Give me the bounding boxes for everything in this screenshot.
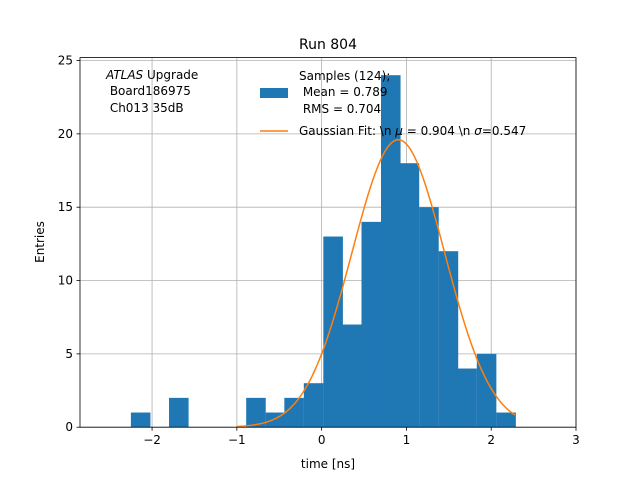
histogram-bar-7 <box>341 324 362 428</box>
histogram-bar-5 <box>303 383 324 428</box>
legend-samples-mean: Mean = 0.789 <box>299 85 388 99</box>
histogram-bar-1 <box>169 397 189 428</box>
y-tick-label-3: 15 <box>58 200 73 214</box>
y-axis-ticks: 0 5 10 15 20 25 <box>58 54 80 434</box>
histogram-bar-15 <box>496 412 516 428</box>
legend-samples-swatch <box>260 88 288 98</box>
y-tick-label-1: 5 <box>65 347 73 361</box>
x-tick-label-0: −2 <box>143 433 161 447</box>
x-tick-label-5: 3 <box>572 433 580 447</box>
histogram-bar-8 <box>361 221 382 428</box>
annotation-upgrade: Upgrade <box>143 68 198 82</box>
chart-title: Run 804 <box>299 37 357 53</box>
legend-fit-prefix: Gaussian Fit: \n <box>299 124 395 138</box>
legend-fit-mu: μ <box>394 124 403 138</box>
annotation-channel: Ch013 35dB <box>106 101 184 115</box>
legend-fit-suffix: =0.547 <box>482 124 526 138</box>
x-tick-label-4: 2 <box>487 433 495 447</box>
gaussian-fit-curve <box>236 138 516 428</box>
histogram-bar-4 <box>284 397 304 428</box>
y-tick-label-0: 0 <box>65 420 73 434</box>
annotation-atlas: ATLAS <box>105 68 144 82</box>
y-tick-label-5: 25 <box>58 54 73 68</box>
grid-lines <box>80 57 577 428</box>
legend-fit-middle: = 0.904 \n <box>403 124 474 138</box>
legend-samples-rms: RMS = 0.704 <box>299 102 381 116</box>
histogram-bar-11 <box>419 207 439 428</box>
x-tick-label-2: 0 <box>318 433 326 447</box>
x-axis-label: time [ns] <box>301 457 355 471</box>
annotation-line-1: ATLAS Upgrade <box>105 68 198 82</box>
x-tick-label-3: 1 <box>403 433 411 447</box>
legend-samples-label: Samples (124); <box>299 69 390 83</box>
histogram-bar-9 <box>380 75 401 428</box>
histogram-bar-2 <box>246 397 266 428</box>
histogram-bar-14 <box>476 353 497 428</box>
y-tick-label-4: 20 <box>58 127 73 141</box>
histogram-bar-6 <box>323 236 343 428</box>
axes-frame <box>79 57 577 428</box>
annotation-board: Board186975 <box>106 84 191 98</box>
y-tick-label-2: 10 <box>58 274 73 288</box>
histogram-bar-0 <box>130 412 151 428</box>
annotation-block: ATLAS Upgrade Board186975 Ch013 35dB <box>105 68 198 115</box>
histogram-bar-10 <box>399 163 420 428</box>
x-tick-label-1: −1 <box>228 433 246 447</box>
x-axis-ticks: −2 −1 0 1 2 3 <box>143 427 580 447</box>
histogram-bar-12 <box>438 251 459 428</box>
legend: Samples (124); Mean = 0.789 RMS = 0.704 … <box>260 69 526 138</box>
histogram-bar-13 <box>457 368 477 428</box>
legend-fit-sigma: σ <box>474 124 482 138</box>
y-axis-label: Entries <box>33 221 47 263</box>
legend-fit-label: Gaussian Fit: \n μ = 0.904 \n σ=0.547 <box>299 124 526 138</box>
histogram-bars <box>130 75 516 428</box>
